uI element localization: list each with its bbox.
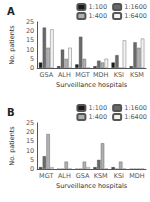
svg-text:10: 10 — [26, 147, 34, 155]
svg-text:KSM: KSM — [94, 172, 108, 180]
svg-text:MDH: MDH — [129, 172, 145, 180]
svg-text:MGT: MGT — [39, 172, 53, 180]
svg-text:KSI: KSI — [114, 71, 124, 79]
svg-text:GSA: GSA — [76, 172, 90, 180]
svg-text:10: 10 — [26, 46, 34, 54]
svg-text:KSM: KSM — [130, 71, 144, 79]
svg-text:5: 5 — [30, 156, 34, 164]
svg-text:GSA: GSA — [39, 71, 53, 79]
svg-text:0: 0 — [30, 64, 34, 72]
svg-text:No. patients: No. patients — [8, 25, 16, 65]
svg-text:MDH: MDH — [93, 71, 109, 79]
svg-text:Surveillance hospitals: Surveillance hospitals — [56, 182, 128, 190]
svg-text:1:1600: 1:1600 — [124, 104, 147, 112]
svg-text:1:6400: 1:6400 — [124, 12, 147, 20]
svg-text:1:100: 1:100 — [88, 3, 107, 11]
svg-text:20: 20 — [26, 27, 34, 35]
svg-text:15: 15 — [26, 36, 34, 44]
svg-text:1:1600: 1:1600 — [124, 3, 147, 11]
svg-text:25: 25 — [26, 18, 34, 26]
svg-text:1:400: 1:400 — [88, 12, 107, 20]
svg-text:1:100: 1:100 — [88, 104, 107, 112]
svg-text:KSI: KSI — [114, 172, 124, 180]
svg-text:1:400: 1:400 — [88, 113, 107, 121]
svg-text:MGT: MGT — [75, 71, 89, 79]
svg-text:15: 15 — [26, 137, 34, 145]
svg-text:A: A — [7, 6, 15, 17]
svg-text:0: 0 — [30, 165, 34, 173]
svg-text:B: B — [7, 107, 15, 118]
svg-text:5: 5 — [30, 55, 34, 63]
svg-text:1:6400: 1:6400 — [124, 113, 147, 121]
svg-text:20: 20 — [26, 128, 34, 136]
svg-text:ALH: ALH — [58, 172, 71, 180]
svg-text:No. patients: No. patients — [8, 126, 16, 166]
svg-text:Surveillance hospitals: Surveillance hospitals — [56, 81, 128, 89]
svg-text:ALH: ALH — [58, 71, 71, 79]
svg-text:25: 25 — [26, 119, 34, 127]
